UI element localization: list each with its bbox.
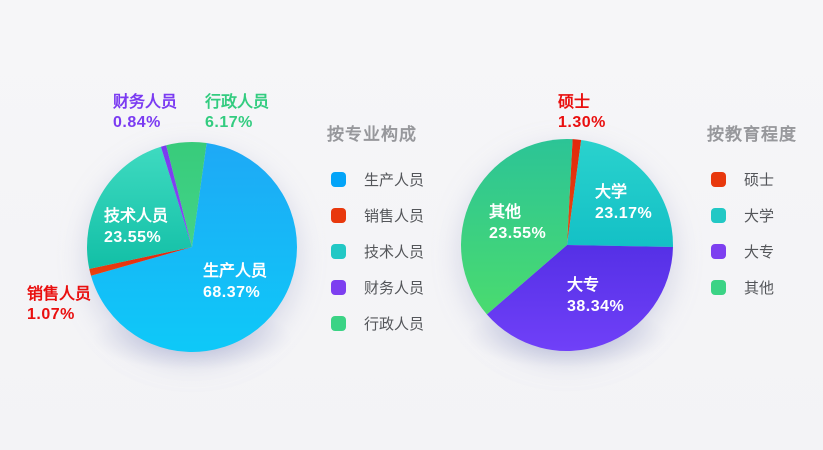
slice-percent: 68.37%	[203, 284, 261, 301]
slice-label-other: 其他 23.55%	[489, 202, 546, 244]
legend-item-master[interactable]: 硕士	[707, 172, 823, 189]
slice-name: 行政人员	[205, 94, 270, 111]
slice-percent: 1.07%	[27, 306, 75, 323]
slice-label-college: 大专 38.34%	[567, 275, 624, 317]
slice-percent: 1.30%	[558, 114, 606, 131]
legend-item-production[interactable]: 生产人员	[327, 172, 457, 189]
slice-percent: 23.55%	[489, 225, 547, 242]
slice-label-sales: 销售人员 1.07%	[27, 285, 91, 325]
slice-name: 技术人员	[104, 208, 169, 225]
legend-title: 按专业构成	[327, 125, 417, 144]
legend-swatch-icon	[711, 208, 726, 223]
pie-slice-大专[interactable]	[486, 245, 673, 351]
legend-item-label: 技术人员	[364, 244, 425, 261]
legend-swatch-icon	[331, 172, 346, 187]
slice-percent: 38.34%	[567, 298, 625, 315]
legend-title: 按教育程度	[707, 125, 797, 144]
slice-name: 销售人员	[27, 286, 92, 303]
legend-item-label: 其他	[744, 280, 775, 297]
slice-label-university: 大学 23.17%	[595, 182, 652, 224]
legend-item-label: 硕士	[744, 172, 775, 189]
legend-item-sales[interactable]: 销售人员	[327, 208, 457, 225]
slice-label-admin: 行政人员 6.17%	[205, 93, 269, 133]
pie-slice-财务人员[interactable]	[160, 145, 192, 247]
slice-name: 大学	[595, 184, 628, 201]
legend-item-other[interactable]: 其他	[707, 280, 823, 297]
slice-name: 财务人员	[113, 94, 178, 111]
legend-swatch-icon	[331, 280, 346, 295]
slice-percent: 23.55%	[104, 229, 162, 246]
pie-chart-education	[461, 139, 673, 351]
pie-slice-硕士[interactable]	[567, 139, 582, 245]
legend-item-label: 财务人员	[364, 280, 425, 297]
slice-label-master: 硕士 1.30%	[558, 93, 606, 133]
legend-item-label: 行政人员	[364, 316, 425, 333]
legend-swatch-icon	[711, 172, 726, 187]
legend-item-college[interactable]: 大专	[707, 244, 823, 261]
slice-label-technical: 技术人员 23.55%	[104, 206, 168, 248]
slice-name: 生产人员	[203, 263, 268, 280]
pie-slice-生产人员[interactable]	[91, 143, 297, 352]
legend-swatch-icon	[711, 244, 726, 259]
slice-percent: 6.17%	[205, 114, 253, 131]
slice-percent: 0.84%	[113, 114, 161, 131]
pie-slice-大学[interactable]	[567, 139, 673, 248]
pie-slice-其他[interactable]	[461, 139, 573, 315]
legend-item-admin[interactable]: 行政人员	[327, 316, 457, 333]
slice-name: 其他	[489, 204, 522, 221]
legend-item-technical[interactable]: 技术人员	[327, 244, 457, 261]
legend-education: 按教育程度 硕士 大学 大专 其他	[707, 120, 823, 316]
legend-swatch-icon	[331, 316, 346, 331]
legend-item-label: 生产人员	[364, 172, 425, 189]
legend-profession: 按专业构成 生产人员 销售人员 技术人员 财务人员 行政人员	[327, 120, 457, 352]
slice-name: 大专	[567, 277, 600, 294]
legend-swatch-icon	[331, 208, 346, 223]
legend-item-university[interactable]: 大学	[707, 208, 823, 225]
slice-label-production: 生产人员 68.37%	[203, 261, 267, 303]
legend-swatch-icon	[331, 244, 346, 259]
legend-item-label: 销售人员	[364, 208, 425, 225]
slice-label-finance: 财务人员 0.84%	[113, 93, 177, 133]
slice-name: 硕士	[558, 94, 591, 111]
pie-slice-销售人员[interactable]	[89, 247, 192, 276]
pie-slice-行政人员[interactable]	[166, 141, 207, 247]
pie-chart-profession	[87, 141, 297, 352]
pie-slice-技术人员[interactable]	[87, 146, 192, 269]
legend-item-finance[interactable]: 财务人员	[327, 280, 457, 297]
legend-item-label: 大专	[744, 244, 775, 261]
legend-swatch-icon	[711, 280, 726, 295]
legend-item-label: 大学	[744, 208, 775, 225]
slice-percent: 23.17%	[595, 205, 653, 222]
